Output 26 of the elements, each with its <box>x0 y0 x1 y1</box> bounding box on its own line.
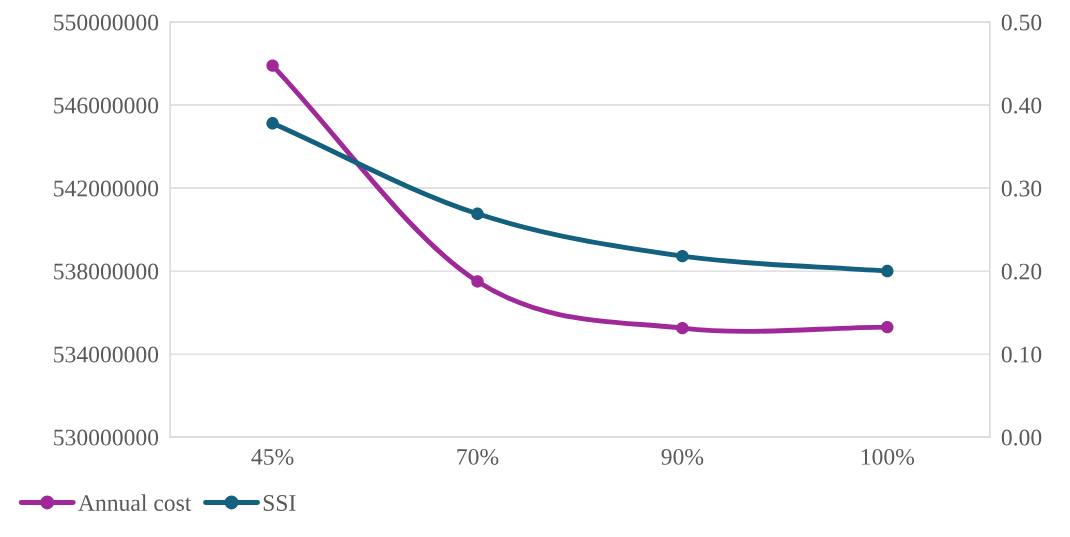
y-tick-label: 538000000 <box>54 263 159 280</box>
y-tick-label: 546000000 <box>54 97 159 114</box>
y2-tick-label: 0.30 <box>1001 180 1042 197</box>
point <box>471 207 484 220</box>
x-tick-label: 45% <box>251 448 294 465</box>
point <box>676 249 689 263</box>
point <box>676 321 689 335</box>
legend-label: Annual cost <box>78 494 192 511</box>
y-tick-label: 550000000 <box>54 14 159 31</box>
y-tick-label: 534000000 <box>54 346 159 363</box>
point <box>266 117 279 130</box>
legend-label: SSI <box>263 495 296 511</box>
y-tick-label: 530000000 <box>54 429 159 446</box>
y2-tick-label: 0.10 <box>1001 346 1042 363</box>
x-tick-label: 100% <box>861 448 915 465</box>
y2-tick-label: 0.00 <box>1001 429 1042 446</box>
point <box>266 59 279 72</box>
point <box>881 320 894 334</box>
y2-tick-label: 0.20 <box>1001 263 1042 280</box>
x-tick-label: 70% <box>457 448 499 465</box>
y2-tick-label: 0.40 <box>1001 97 1042 114</box>
x-tick-label: 90% <box>661 448 704 465</box>
y2-tick-label: 0.50 <box>1001 14 1042 31</box>
y-tick-label: 542000000 <box>54 180 159 197</box>
point <box>471 275 484 288</box>
point <box>881 264 894 278</box>
